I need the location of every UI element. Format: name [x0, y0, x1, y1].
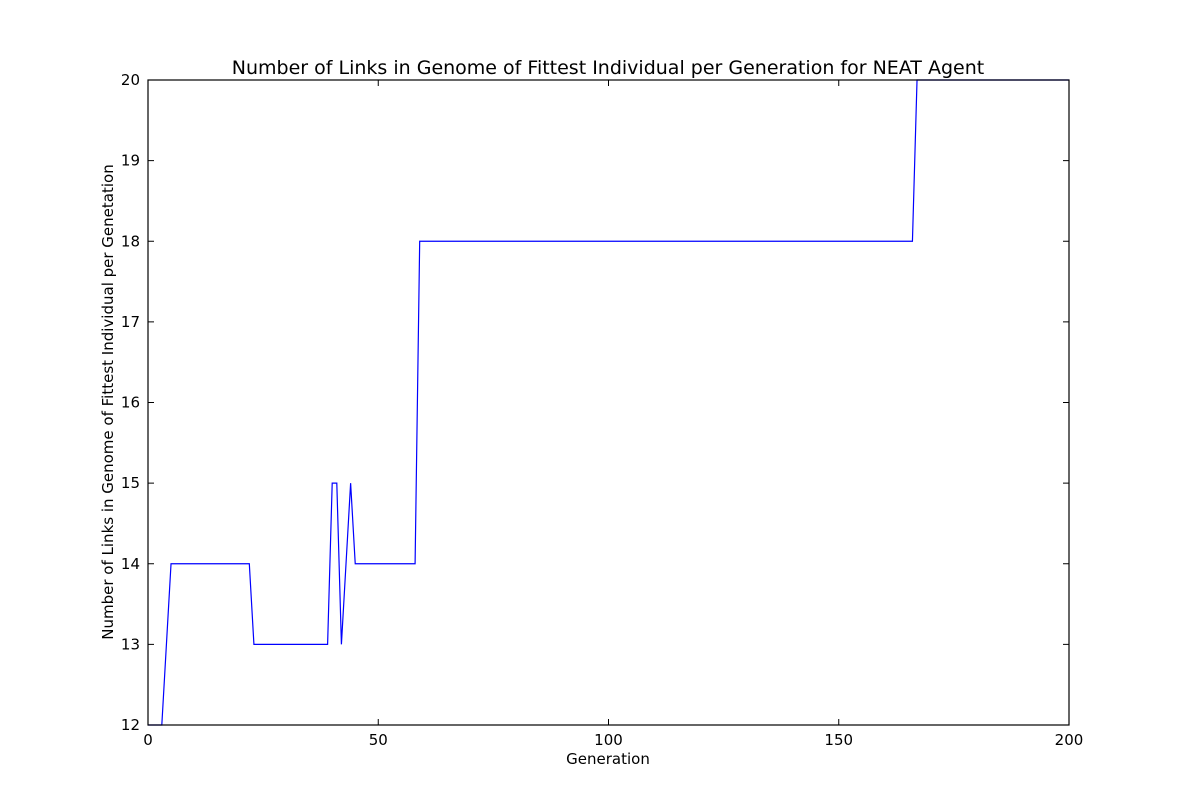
chart-title: Number of Links in Genome of Fittest Ind… — [232, 57, 984, 79]
y-tick-label: 18 — [121, 232, 140, 250]
x-tick-label: 200 — [1055, 731, 1084, 749]
x-axis-label: Generation — [566, 750, 650, 768]
x-axis: 0 50 100 150 200 — [143, 80, 1083, 749]
y-tick-label: 13 — [121, 635, 140, 653]
x-tick-label: 150 — [824, 731, 853, 749]
series-layer — [148, 79, 1069, 726]
x-tick-label: 100 — [594, 731, 623, 749]
y-tick-label: 16 — [121, 394, 140, 412]
y-axis: 12 13 14 15 16 17 18 19 20 — [121, 71, 1069, 734]
y-tick-label: 17 — [121, 313, 140, 331]
y-axis-label: Number of Links in Genome of Fittest Ind… — [99, 164, 117, 639]
y-tick-label: 19 — [121, 152, 140, 170]
plot-area: 0 50 100 150 200 12 13 14 15 16 17 18 19 20 — [121, 71, 1083, 749]
y-tick-label: 14 — [121, 555, 140, 573]
y-tick-label: 12 — [121, 716, 140, 734]
x-tick-label: 50 — [369, 731, 388, 749]
y-tick-label: 15 — [121, 474, 140, 492]
y-tick-label: 20 — [121, 71, 140, 89]
x-tick-label: 0 — [143, 731, 153, 749]
plot-frame — [148, 80, 1069, 725]
series-line-1 — [148, 79, 1069, 726]
